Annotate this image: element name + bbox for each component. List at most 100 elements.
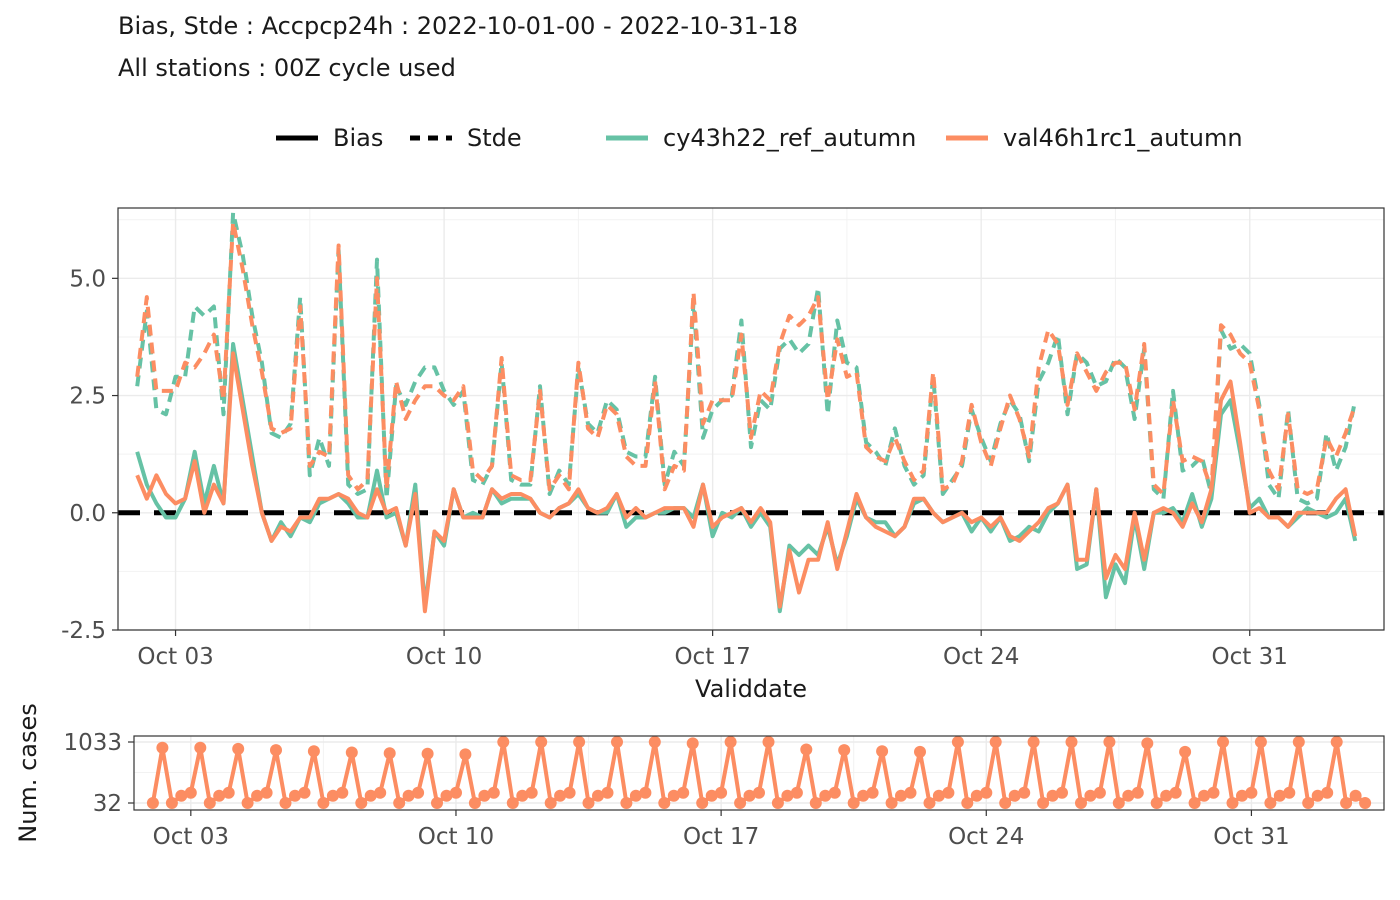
- cases-point: [1226, 797, 1239, 809]
- series-line-bias-val46h1rc1-autumn: [135, 351, 1358, 614]
- cases-point: [213, 789, 226, 802]
- cases-point: [601, 786, 614, 799]
- cases-point: [222, 786, 235, 799]
- cases-point: [734, 797, 747, 809]
- cases-point: [203, 797, 216, 809]
- legend-label-stde: Stde: [467, 124, 522, 152]
- cases-point: [762, 736, 775, 748]
- cases-point: [326, 789, 339, 802]
- cases-point: [260, 786, 273, 799]
- series-line-stde-val46h1rc1-autumn: [135, 220, 1358, 496]
- cases-point: [1037, 797, 1050, 809]
- cases-point: [402, 789, 415, 802]
- cases-y-tick-label-1: 1033: [63, 730, 122, 756]
- cases-point: [431, 797, 443, 809]
- cases-point: [648, 736, 661, 748]
- cases-point: [1330, 736, 1343, 748]
- cases-point: [563, 786, 576, 799]
- cases-point: [1141, 737, 1154, 750]
- cases-point: [364, 789, 377, 802]
- cases-point: [1018, 786, 1031, 799]
- cases-x-tick-label-0: Oct 03: [153, 824, 229, 850]
- cases-point: [1131, 786, 1144, 799]
- cases-point: [1188, 797, 1201, 809]
- cases-point: [1245, 786, 1258, 799]
- cases-x-tick-label-3: Oct 24: [948, 824, 1024, 850]
- cases-point: [1084, 789, 1097, 802]
- cases-point: [753, 786, 765, 799]
- cases-point: [942, 786, 955, 799]
- cases-point: [1340, 797, 1353, 809]
- cases-point: [194, 741, 207, 754]
- cases-point: [279, 797, 292, 809]
- cases-point: [1273, 789, 1286, 802]
- cases-point: [1150, 797, 1163, 809]
- cases-point: [184, 786, 197, 799]
- cases-point: [1027, 736, 1040, 748]
- cases-point: [1056, 786, 1068, 799]
- cases-point: [658, 797, 671, 809]
- legend-label-bias: Bias: [333, 124, 383, 152]
- cases-point: [743, 789, 756, 802]
- cases-point: [914, 745, 926, 758]
- cases-point: [374, 786, 387, 799]
- cases-x-axis: Oct 03 Oct 10 Oct 17 Oct 24 Oct 31: [153, 810, 1290, 850]
- cases-point: [544, 797, 557, 809]
- cases-point: [383, 747, 396, 760]
- cases-point: [819, 789, 832, 802]
- cases-point: [980, 786, 993, 799]
- cases-point: [800, 743, 813, 756]
- series-line-stde-cy43h22-ref-autumn: [135, 210, 1358, 506]
- main-plot-border: [117, 207, 1385, 631]
- cases-point: [847, 797, 860, 809]
- cases-point: [1321, 786, 1334, 799]
- cases-point: [620, 797, 633, 809]
- cases-point: [895, 789, 907, 802]
- cases-y-axis-title: Num. cases: [14, 703, 42, 842]
- cases-y-axis: 32 1033: [63, 730, 134, 817]
- main-y-tick-label-0: -2.5: [61, 618, 106, 644]
- main-x-tick-label-3: Oct 24: [943, 644, 1019, 670]
- x-axis-title: Validdate: [695, 675, 807, 703]
- main-x-axis: Oct 03 Oct 10 Oct 17 Oct 24 Oct 31: [137, 630, 1288, 670]
- cases-point: [1217, 736, 1229, 748]
- cases-point: [232, 742, 245, 755]
- cases-point: [857, 789, 870, 802]
- cases-point: [1254, 736, 1267, 748]
- cases-point: [175, 789, 188, 802]
- cases-point: [828, 786, 841, 799]
- legend-label-series-1: cy43h22_ref_autumn: [663, 124, 916, 152]
- cases-point: [677, 786, 690, 799]
- cases-point: [781, 789, 794, 802]
- cases-point: [298, 786, 311, 799]
- cases-point: [970, 789, 983, 802]
- cases-point: [146, 797, 159, 809]
- chart-title: Bias, Stde : Accpcp24h : 2022-10-01-00 -…: [118, 12, 798, 40]
- cases-point: [705, 789, 718, 802]
- cases-point: [611, 736, 623, 748]
- cases-point: [317, 797, 330, 809]
- main-x-tick-label-2: Oct 17: [674, 644, 750, 670]
- main-y-tick-label-3: 5.0: [69, 266, 106, 292]
- cases-point: [999, 797, 1012, 809]
- cases-point: [667, 789, 680, 802]
- cases-point: [1349, 789, 1362, 802]
- cases-point: [251, 789, 264, 802]
- cases-point: [1160, 789, 1173, 802]
- cases-point: [1302, 797, 1315, 809]
- main-x-tick-label-1: Oct 10: [406, 644, 482, 670]
- cases-point: [1359, 797, 1372, 809]
- cases-point: [1093, 786, 1106, 799]
- main-x-tick-label-0: Oct 03: [137, 644, 213, 670]
- cases-point: [923, 797, 936, 809]
- chart-subtitle: All stations : 00Z cycle used: [118, 54, 456, 82]
- main-plot-panel: -2.50.02.55.0 Oct 03 Oct 10 Oct 17 Oct 24 Oc…: [61, 207, 1385, 670]
- legend-label-series-2: val46h1rc1_autumn: [1003, 124, 1243, 152]
- cases-point: [1264, 797, 1277, 809]
- cases-point: [450, 786, 462, 799]
- cases-point: [468, 797, 481, 809]
- cases-point: [478, 789, 491, 802]
- cases-point: [307, 745, 320, 758]
- cases-point: [1008, 789, 1021, 802]
- cases-point: [1122, 789, 1135, 802]
